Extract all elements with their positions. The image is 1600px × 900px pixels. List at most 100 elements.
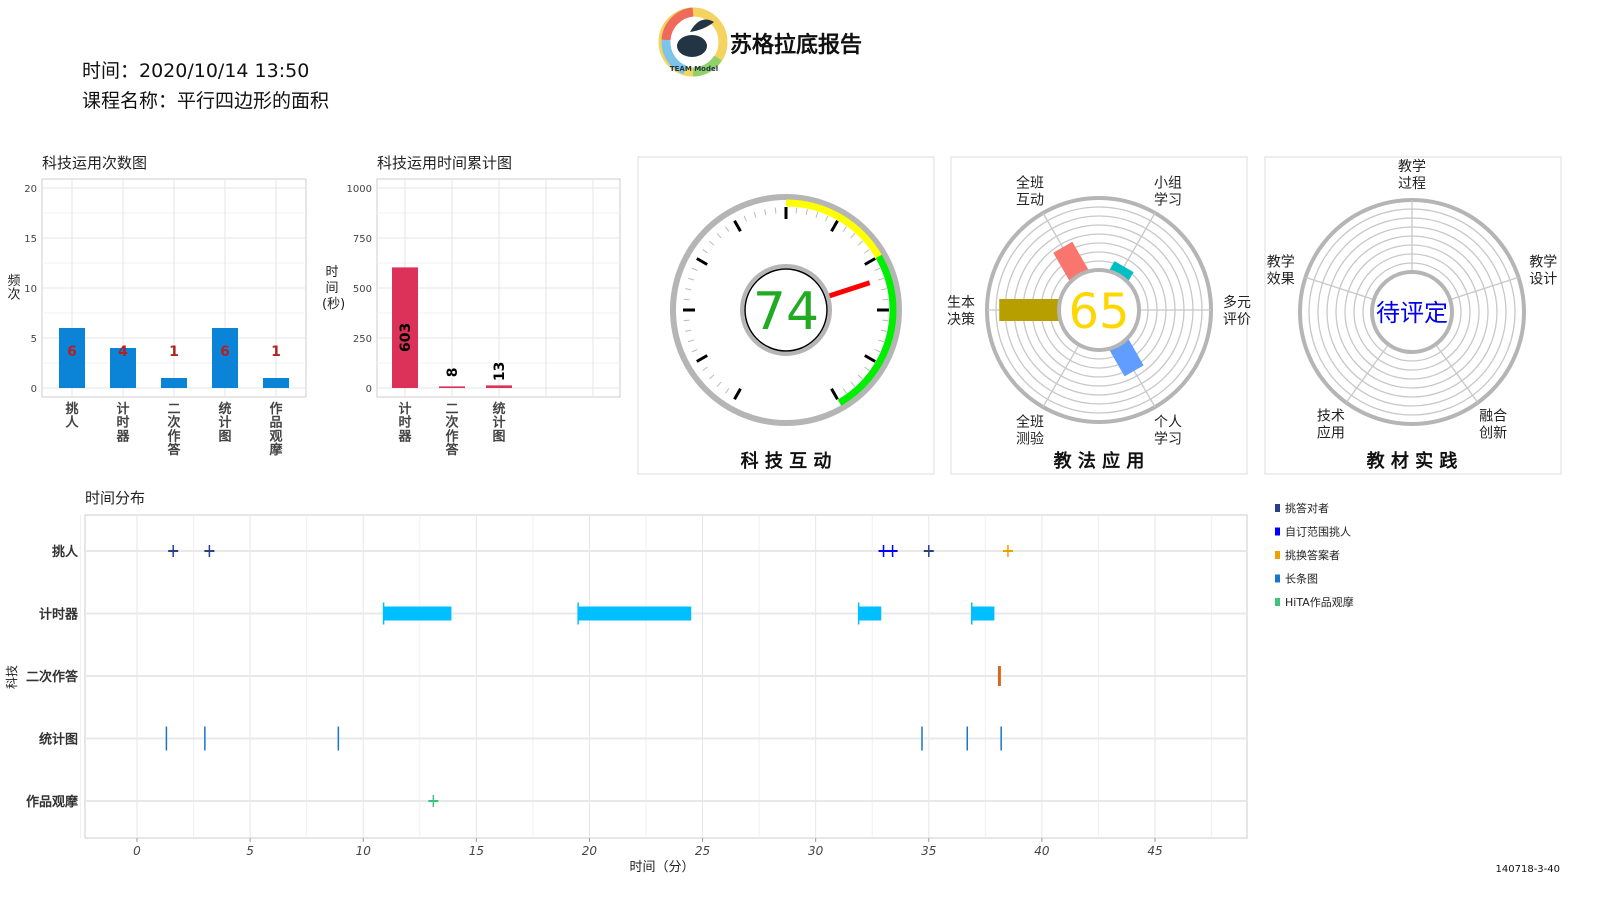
- polar-axis-label: 全班: [1016, 174, 1044, 191]
- gauge-minor-tick: [702, 366, 708, 371]
- x-tick-label: 0: [133, 844, 141, 858]
- gauge-minor-tick: [857, 374, 863, 380]
- timer-interval: [858, 606, 882, 621]
- polar-spoke: [1434, 343, 1479, 403]
- x-tick-label: 二: [167, 402, 180, 417]
- gauge-minor-tick: [685, 288, 692, 291]
- polar-axis-label: 决策: [947, 311, 975, 328]
- gauge-minor-tick: [815, 211, 819, 218]
- x-tick-label: 人: [65, 415, 79, 431]
- row-label: 计时器: [39, 607, 79, 623]
- x-tick-label: 计: [398, 401, 411, 417]
- x-tick-label: 摩: [269, 442, 283, 458]
- gauge-minor-tick: [753, 211, 757, 218]
- polar-axis-label: 融合: [1479, 409, 1507, 425]
- polar-axis-label: 生本: [947, 295, 975, 311]
- gauge-minor-tick: [842, 226, 847, 232]
- x-tick-label: 统: [492, 401, 505, 417]
- polar-axis-label: 评价: [1223, 312, 1251, 328]
- data-label: 6: [67, 344, 77, 360]
- y-tick-label: 15: [24, 234, 37, 245]
- course-name: 课程名称：平行四边形的面积: [82, 90, 330, 112]
- gauge-minor-tick: [874, 267, 881, 272]
- x-tick-label: 图: [492, 429, 505, 444]
- legend-swatch: [1275, 551, 1280, 559]
- polar-axis-label: 技术: [1317, 409, 1345, 425]
- data-label: 603: [398, 323, 414, 352]
- gauge-hub-inner: [744, 268, 828, 352]
- data-label: 1: [271, 344, 281, 360]
- y-axis-label: 次: [7, 287, 20, 303]
- gauge-minor-tick: [709, 240, 715, 246]
- data-label: 1: [169, 344, 179, 360]
- polar-axis-label: 互动: [1016, 192, 1044, 208]
- x-tick-label: 30: [808, 844, 824, 858]
- bar-作品观摩: [263, 378, 289, 388]
- gauge-value: 74: [753, 282, 819, 342]
- time-chart-y-axis-label: 时间(秒): [322, 265, 346, 312]
- polar-center: [1057, 268, 1141, 352]
- legend-label: 挑换答案者: [1285, 548, 1340, 562]
- material-score: 待评定: [1376, 299, 1448, 327]
- gauge-major-tick: [864, 354, 876, 363]
- x-tick-label: 5: [246, 844, 254, 858]
- x-tick-label: 答: [167, 442, 181, 458]
- polar-center: [1370, 270, 1454, 354]
- legend-label: 挑答对者: [1285, 501, 1329, 515]
- gauge-band: [785, 199, 882, 259]
- polar-axis-label: 教学: [1529, 254, 1557, 270]
- gauge-minor-tick: [743, 215, 748, 222]
- gauge-minor-tick: [824, 215, 829, 222]
- gauge-minor-tick: [880, 329, 887, 332]
- event-marker: [997, 666, 1001, 686]
- polar-spoke: [1042, 344, 1080, 408]
- x-tick-label: 二: [445, 402, 458, 417]
- gauge-minor-tick: [795, 207, 798, 214]
- x-tick-label: 观: [269, 429, 282, 444]
- x-tick-label: 15: [469, 844, 484, 858]
- gauge-minor-tick: [725, 226, 730, 232]
- polar-axis-label: 教学: [1398, 159, 1426, 175]
- gauge-minor-tick: [850, 233, 856, 239]
- x-tick-label: 40: [1034, 844, 1050, 858]
- gauge-minor-tick: [805, 209, 808, 216]
- gauge-minor-tick: [725, 388, 730, 394]
- x-tick-label: 35: [921, 844, 936, 858]
- footer-code: 140718-3-40: [1496, 864, 1560, 875]
- gauge-major-tick: [696, 257, 708, 266]
- team-model-logo: TEAM Model: [658, 7, 728, 77]
- x-tick-label: 作: [445, 428, 458, 444]
- gauge-minor-tick: [716, 381, 722, 387]
- x-tick-label: 品: [269, 416, 282, 431]
- bar-计时器: [110, 348, 136, 388]
- gauge-major-tick: [733, 388, 742, 400]
- y-tick-label: 250: [353, 334, 372, 345]
- legend-swatch: [1275, 504, 1280, 512]
- polar-axis-label: 测验: [1016, 432, 1044, 448]
- gauge-minor-tick: [842, 388, 847, 394]
- gauge-minor-tick: [878, 277, 885, 281]
- x-tick-label: 时: [116, 415, 129, 431]
- data-label: 6: [220, 344, 230, 360]
- gauge-major-tick: [733, 220, 742, 232]
- polar-axis-label: 创新: [1479, 426, 1507, 442]
- x-tick-label: 器: [397, 429, 412, 444]
- logo-text: TEAM Model: [670, 65, 718, 73]
- legend-label: 自订范围挑人: [1285, 525, 1351, 539]
- y-tick-label: 750: [353, 234, 372, 245]
- report-time: 时间：2020/10/14 13:50: [82, 60, 310, 82]
- legend-label: HiTA作品观摩: [1285, 595, 1354, 609]
- polar-axis-label: 教学: [1267, 254, 1295, 270]
- gauge-minor-tick: [874, 348, 881, 353]
- report-title: 苏格拉底报告: [730, 32, 862, 58]
- bar-统计图: [486, 385, 512, 388]
- x-tick-label: 计: [492, 415, 505, 431]
- x-tick-label: 25: [695, 844, 710, 858]
- legend-label: 长条图: [1285, 572, 1318, 586]
- y-tick-label: 1000: [347, 184, 372, 195]
- bar-二次作答: [161, 378, 187, 388]
- method-score: 65: [1068, 284, 1129, 340]
